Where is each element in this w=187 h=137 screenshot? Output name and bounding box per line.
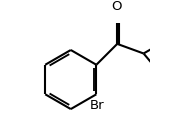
Text: O: O [111, 0, 121, 13]
Text: Br: Br [90, 99, 105, 112]
